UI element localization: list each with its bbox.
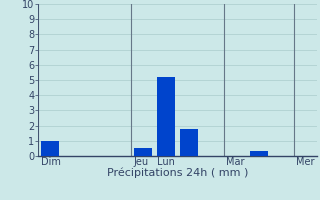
Bar [157, 77, 175, 156]
Text: Mar: Mar [226, 157, 245, 167]
Bar [41, 141, 59, 156]
Bar [133, 148, 152, 156]
Bar [180, 129, 198, 156]
Text: Dim: Dim [41, 157, 60, 167]
Text: Lun: Lun [157, 157, 175, 167]
Text: Mer: Mer [296, 157, 315, 167]
Bar [250, 151, 268, 156]
Text: Jeu: Jeu [133, 157, 149, 167]
X-axis label: Précipitations 24h ( mm ): Précipitations 24h ( mm ) [107, 167, 248, 178]
